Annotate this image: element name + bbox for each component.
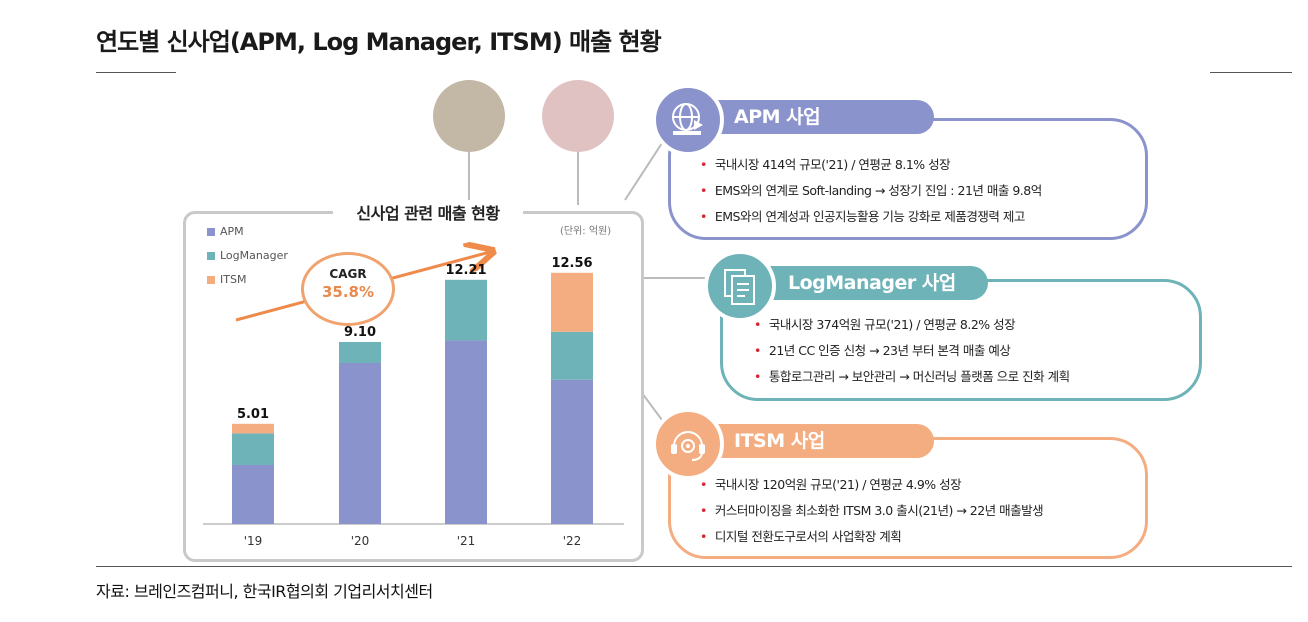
- bar-segment-logmanager: [232, 433, 274, 465]
- bar-segment-itsm: [232, 423, 274, 434]
- logmanager-bullet: • 국내시장 374억원 규모('21) / 연평균 8.2% 성장: [754, 317, 1016, 332]
- cagr-label: CAGR: [329, 267, 367, 281]
- logmanager-bullet-text: 통합로그관리 → 보안관리 → 머신러닝 플랫폼 으로 진화 계획: [768, 369, 1070, 384]
- legend-item-apm: APM: [207, 225, 244, 238]
- apm-bullet: • 국내시장 414억 규모('21) / 연평균 8.1% 성장: [700, 157, 951, 172]
- chart-title: 신사업 관련 매출 현황: [333, 200, 523, 224]
- apm-bullet: • EMS와의 연계성과 인공지능활용 기능 강화로 제품경쟁력 제고: [700, 209, 1025, 224]
- cagr-value: 35.8%: [321, 283, 375, 301]
- itsm-bullet-text: 커스터마이징을 최소화한 ITSM 3.0 출시(21년) → 22년 매출발생: [714, 503, 1044, 518]
- legend-label: APM: [220, 225, 244, 238]
- legend-item-itsm: ITSM: [207, 273, 246, 286]
- apm-title: APM 사업: [734, 106, 821, 128]
- x-tick-label: '19: [244, 534, 263, 548]
- logmanager-bullet-text: 21년 CC 인증 신청 → 23년 부터 본격 매출 예상: [768, 343, 1011, 358]
- globe-play-icon: [672, 103, 703, 135]
- cagr-badge: CAGR 35.8%: [301, 252, 395, 326]
- apm-bullet: • EMS와의 연계로 Soft-landing → 성장기 진입 : 21년 매…: [700, 183, 1042, 198]
- legend-item-logmanager: LogManager: [207, 249, 288, 262]
- itsm-bullet: • 커스터마이징을 최소화한 ITSM 3.0 출시(21년) → 22년 매출발…: [700, 503, 1044, 518]
- title-underline-right: [1210, 72, 1292, 73]
- bar-total-label: 12.21: [445, 263, 486, 278]
- source-note: 자료: 브레인즈컴퍼니, 한국IR협의회 기업리서치센터: [96, 582, 433, 601]
- documents-icon: [724, 269, 755, 305]
- bar-segment-apm: [551, 379, 593, 524]
- bar-segment-apm: [445, 340, 487, 524]
- logmanager-bullet: • 통합로그관리 → 보안관리 → 머신러닝 플랫폼 으로 진화 계획: [754, 369, 1070, 384]
- unit-note: (단위: 억원): [560, 226, 612, 237]
- itsm-icon-circle: [652, 408, 724, 480]
- page-title: 연도별 신사업(APM, Log Manager, ITSM) 매출 현황: [96, 28, 662, 56]
- x-tick-label: '20: [351, 534, 370, 548]
- bar-segment-logmanager: [445, 279, 487, 341]
- itsm-title: ITSM 사업: [734, 430, 825, 452]
- logmanager-icon-circle: [704, 250, 776, 322]
- logmanager-title-pill: LogManager 사업: [740, 266, 988, 300]
- apm-icon-circle: [652, 84, 724, 156]
- apm-title-pill: APM 사업: [686, 100, 934, 134]
- itsm-bullet: • 국내시장 120억원 규모('21) / 연평균 4.9% 성장: [700, 477, 962, 492]
- bar-segment-logmanager: [551, 331, 593, 380]
- legend-swatch: [207, 276, 215, 284]
- legend-swatch: [207, 228, 215, 236]
- footer-divider: [96, 566, 1292, 567]
- deco-circle-tan: [433, 80, 505, 152]
- logmanager-bullet-text: 국내시장 374억원 규모('21) / 연평균 8.2% 성장: [768, 317, 1016, 332]
- itsm-bullet-text: 국내시장 120억원 규모('21) / 연평균 4.9% 성장: [714, 477, 962, 492]
- legend-swatch: [207, 252, 215, 260]
- logmanager-title: LogManager 사업: [788, 272, 956, 294]
- legend-label: LogManager: [220, 249, 288, 262]
- bar-segment-apm: [232, 465, 274, 524]
- itsm-title-pill: ITSM 사업: [686, 424, 934, 458]
- apm-bullet-text: EMS와의 연계성과 인공지능활용 기능 강화로 제품경쟁력 제고: [714, 209, 1025, 224]
- headset-gear-icon: [671, 431, 705, 461]
- bar-total-label: 9.10: [344, 325, 376, 340]
- title-underline: [96, 72, 176, 73]
- bar-segment-apm: [339, 363, 381, 524]
- logmanager-bullet: • 21년 CC 인증 신청 → 23년 부터 본격 매출 예상: [754, 343, 1011, 358]
- connector-line: [624, 139, 665, 201]
- x-tick-label: '22: [563, 534, 582, 548]
- bar-total-label: 12.56: [551, 256, 592, 271]
- itsm-bullet-text: 디지털 전환도구로서의 사업확장 계획: [714, 529, 902, 544]
- bar-segment-logmanager: [339, 342, 381, 363]
- bar-total-label: 5.01: [237, 407, 269, 422]
- apm-bullet-text: 국내시장 414억 규모('21) / 연평균 8.1% 성장: [714, 157, 951, 172]
- apm-panel: [668, 118, 1148, 240]
- bar-segment-itsm: [551, 272, 593, 332]
- itsm-bullet: • 디지털 전환도구로서의 사업확장 계획: [700, 529, 902, 544]
- deco-circle-pink: [542, 80, 614, 152]
- legend-label: ITSM: [220, 273, 247, 286]
- apm-bullet-text: EMS와의 연계로 Soft-landing → 성장기 진입 : 21년 매출…: [714, 183, 1042, 198]
- x-tick-label: '21: [457, 534, 476, 548]
